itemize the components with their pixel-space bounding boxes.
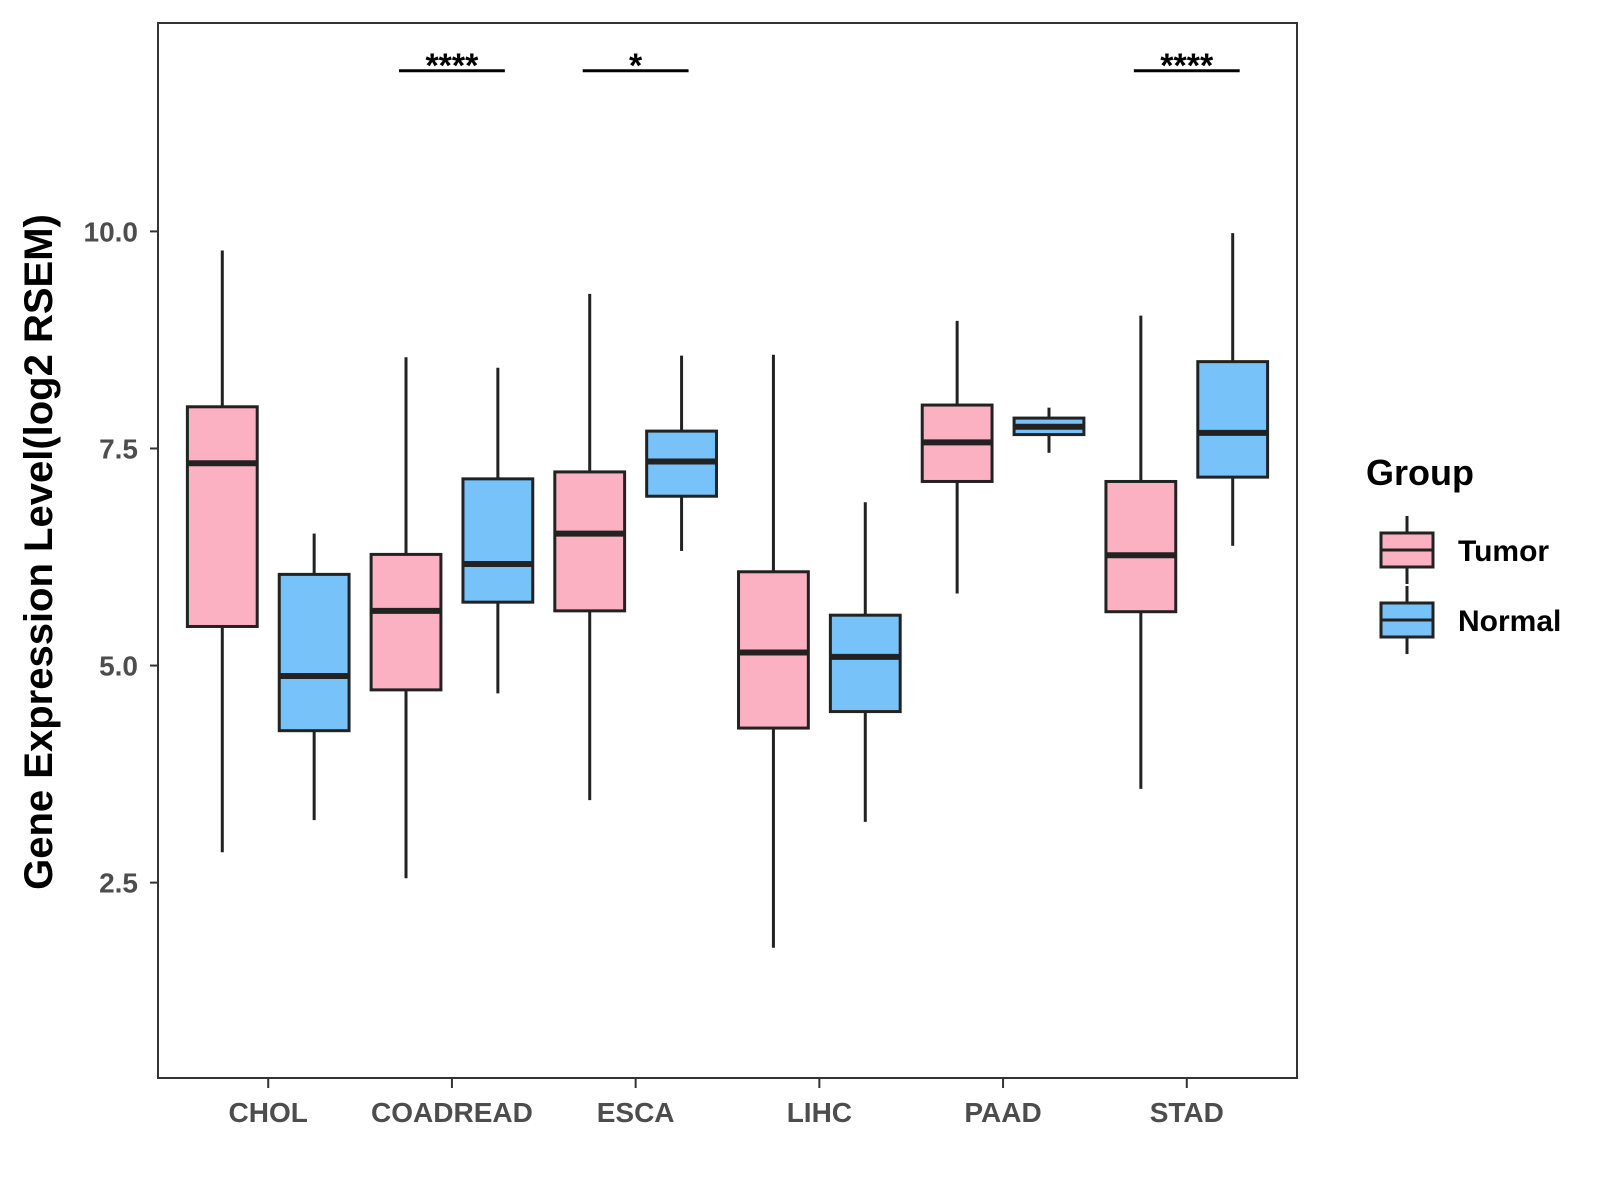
x-tick-label: ESCA <box>597 1097 675 1128</box>
x-tick-label: CHOL <box>229 1097 308 1128</box>
box-normal-stad <box>1196 233 1270 546</box>
box-normal-paad <box>1012 407 1086 453</box>
x-tick-label: COADREAD <box>371 1097 533 1128</box>
box-normal-lihc <box>828 502 902 822</box>
x-axis: CHOL COADREAD ESCA LIHC PAAD STAD <box>229 1078 1224 1128</box>
box-tumor-esca <box>553 293 627 801</box>
y-tick-label: 7.5 <box>99 433 138 464</box>
significance-label: **** <box>425 47 479 85</box>
legend-title: Group <box>1366 452 1474 493</box>
box-iqr <box>461 477 535 604</box>
box-tumor-lihc <box>737 354 810 948</box>
box-tumor-paad <box>920 320 994 594</box>
box-normal-coadread <box>461 367 535 694</box>
legend-label: Tumor <box>1458 535 1549 568</box>
legend-key-normal: Normal <box>1379 586 1561 654</box>
box-iqr <box>1104 479 1178 614</box>
legend-keys: Tumor Normal <box>1379 516 1561 654</box>
x-tick-label: PAAD <box>964 1097 1041 1128</box>
x-tick-label: LIHC <box>787 1097 852 1128</box>
box-tumor-coadread <box>369 357 443 879</box>
significance-annotations: **** * **** <box>399 47 1240 85</box>
box-tumor-chol <box>185 250 259 853</box>
box-tumor-stad <box>1104 315 1178 789</box>
box-iqr <box>553 470 627 613</box>
legend-label: Normal <box>1458 605 1561 638</box>
box-iqr <box>1196 360 1270 479</box>
y-axis-title: Gene Expression Level(log2 RSEM) <box>17 214 61 890</box>
box-iqr <box>185 405 259 628</box>
significance-label: **** <box>1160 47 1214 85</box>
box-normal-esca <box>645 355 718 551</box>
y-tick-label: 5.0 <box>99 651 138 682</box>
y-tick-label: 2.5 <box>99 868 138 899</box>
box-normal-chol <box>277 533 351 821</box>
box-iqr <box>828 613 902 714</box>
x-tick-label: STAD <box>1150 1097 1224 1128</box>
box-groups <box>185 233 1270 948</box>
box-iqr <box>369 552 443 692</box>
y-tick-label: 10.0 <box>84 216 139 247</box>
y-axis: 2.5 5.0 7.5 10.0 <box>84 216 158 899</box>
box-iqr <box>277 572 351 733</box>
legend: Group Tumor Normal <box>1366 452 1561 654</box>
legend-key-tumor: Tumor <box>1379 516 1549 584</box>
significance-label: * <box>629 47 643 85</box>
